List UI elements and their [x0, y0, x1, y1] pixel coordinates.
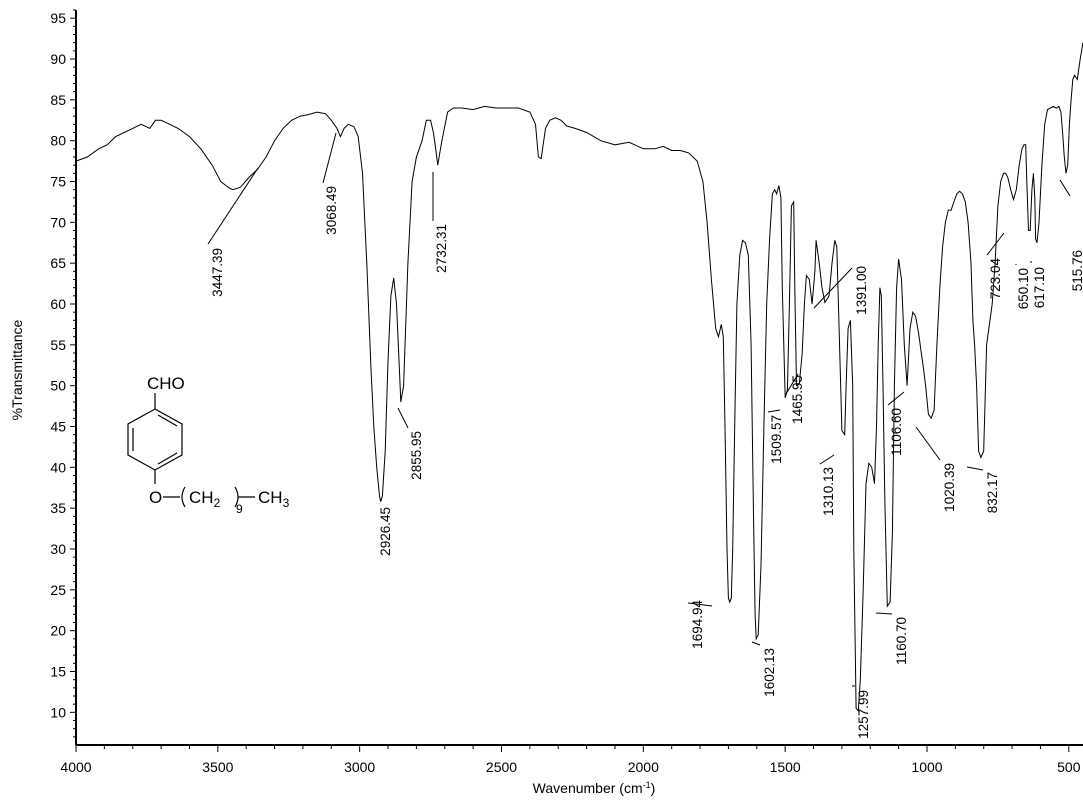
peak-label: 1257.99	[856, 690, 871, 739]
y-tick-label: 10	[50, 704, 66, 720]
peak-label: 1509.57	[769, 415, 784, 464]
peak-label: 515.76	[1070, 250, 1083, 291]
x-tick-label: 2500	[486, 759, 517, 775]
structure-ch2: CH2	[189, 488, 221, 510]
y-axis-title: %Transmittance	[9, 319, 25, 420]
x-tick-label: 4000	[60, 759, 91, 775]
peak-leader-line	[966, 466, 984, 471]
peak-label: 1694.94	[690, 600, 705, 649]
tick-marks	[70, 9, 1070, 752]
peak-label: 3068.49	[324, 186, 339, 235]
x-axis-title: Wavenumber (cm-1)	[533, 780, 656, 796]
peak-leader-line	[986, 232, 1005, 256]
molecule-structure: CHO O CH2 9 CH3	[127, 374, 290, 516]
y-tick-label: 90	[50, 51, 66, 67]
benzene-ring	[127, 408, 183, 471]
x-tick-label: 3000	[344, 759, 375, 775]
peak-leader-line	[397, 407, 409, 429]
peak-leader-line	[875, 612, 893, 615]
y-tick-label: 20	[50, 623, 66, 639]
peak-label: 2855.95	[409, 431, 424, 480]
y-tick-label: 50	[50, 378, 66, 394]
y-tick-label: 95	[50, 10, 66, 26]
peak-label: 1391.00	[854, 266, 869, 315]
y-tick-label: 45	[50, 419, 66, 435]
peak-label: 832.17	[985, 472, 1000, 513]
y-tick-label: 35	[50, 500, 66, 516]
y-tick-label: 40	[50, 459, 66, 475]
spectrum-line	[75, 42, 1083, 712]
peak-label: 1160.70	[894, 617, 909, 665]
peak-leader-line	[887, 391, 905, 406]
repeat-bracket-left	[181, 486, 186, 508]
peak-leader-line	[767, 409, 781, 413]
y-tick-label: 85	[50, 92, 66, 108]
peak-annotations: 3447.39 3068.49 2732.31 2926.45 2855.95 1694.…	[207, 132, 1083, 739]
peak-leader-line	[785, 373, 799, 395]
peak-label: 3447.39	[210, 248, 225, 297]
y-tick-label: 25	[50, 582, 66, 598]
x-tick-label: 1000	[911, 759, 942, 775]
peak-label: 1602.13	[762, 648, 777, 697]
y-tick-label: 70	[50, 214, 66, 230]
peak-label: 2732.31	[434, 224, 449, 273]
y-tick-label: 75	[50, 174, 66, 190]
y-tick-label: 80	[50, 133, 66, 149]
peak-leader-line	[751, 641, 761, 646]
structure-cho: CHO	[147, 374, 185, 393]
y-tick-label: 65	[50, 255, 66, 271]
peak-leader-line	[915, 426, 941, 461]
peak-leader-line	[687, 602, 713, 607]
repeat-count: 9	[236, 502, 243, 516]
peak-label: 1020.39	[942, 463, 957, 512]
y-tick-label: 30	[50, 541, 66, 557]
x-tick-label: 3500	[202, 759, 233, 775]
peak-label: 723.04	[988, 258, 1003, 300]
peak-label: 2926.45	[378, 507, 393, 556]
x-tick-label: 1500	[770, 759, 801, 775]
peak-label: 1465.95	[790, 375, 805, 424]
y-tick-label: 60	[50, 296, 66, 312]
peak-leader-line	[322, 132, 337, 184]
x-tick-label: 500	[1057, 759, 1081, 775]
peak-leader-line	[1059, 179, 1071, 197]
ring-inner-bond	[157, 414, 178, 427]
peak-label: 1106.60	[889, 408, 904, 456]
peak-label: 617.10	[1032, 267, 1047, 308]
x-tick-label: 2000	[628, 759, 659, 775]
peak-label: 1310.13	[821, 467, 836, 516]
peak-leader-line	[819, 454, 835, 465]
ring-inner-bond	[157, 452, 178, 465]
tick-labels: 10 15 20 25 30 35 40 45 50 55 60 65 70 75 80 85 90 95 4000…	[50, 10, 1080, 775]
y-tick-label: 55	[50, 337, 66, 353]
structure-ch3: CH3	[258, 488, 290, 510]
structure-oxygen: O	[149, 488, 162, 507]
peak-leader-line	[207, 167, 259, 245]
y-tick-label: 15	[50, 664, 66, 680]
peak-leader-line	[813, 267, 853, 309]
peak-label: 650.10	[1016, 268, 1031, 309]
